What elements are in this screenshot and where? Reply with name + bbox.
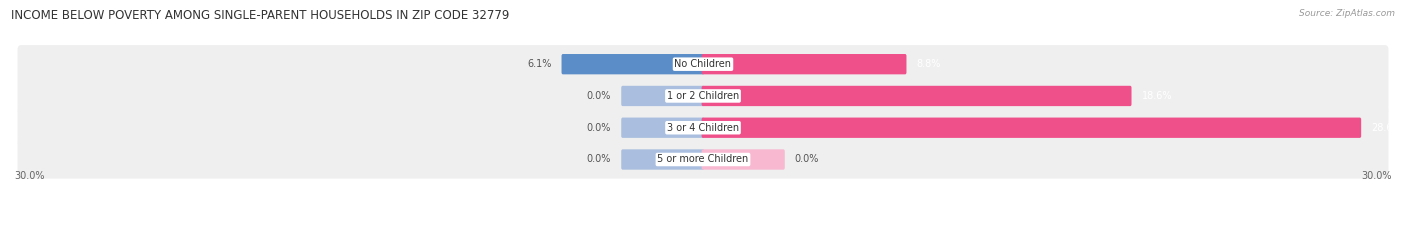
FancyBboxPatch shape xyxy=(17,140,1389,178)
FancyBboxPatch shape xyxy=(17,45,1389,83)
Text: 18.6%: 18.6% xyxy=(1142,91,1173,101)
Text: 3 or 4 Children: 3 or 4 Children xyxy=(666,123,740,133)
Text: No Children: No Children xyxy=(675,59,731,69)
FancyBboxPatch shape xyxy=(17,77,1389,115)
Text: 30.0%: 30.0% xyxy=(1361,171,1392,181)
Text: 28.6%: 28.6% xyxy=(1371,123,1402,133)
FancyBboxPatch shape xyxy=(621,86,704,106)
Text: 30.0%: 30.0% xyxy=(14,171,45,181)
Text: 6.1%: 6.1% xyxy=(527,59,551,69)
Text: Source: ZipAtlas.com: Source: ZipAtlas.com xyxy=(1299,9,1395,18)
FancyBboxPatch shape xyxy=(702,149,785,170)
Text: 0.0%: 0.0% xyxy=(586,123,612,133)
Text: 1 or 2 Children: 1 or 2 Children xyxy=(666,91,740,101)
Text: 0.0%: 0.0% xyxy=(794,154,820,164)
Text: 5 or more Children: 5 or more Children xyxy=(658,154,748,164)
FancyBboxPatch shape xyxy=(702,118,1361,138)
FancyBboxPatch shape xyxy=(702,54,907,74)
FancyBboxPatch shape xyxy=(702,86,1132,106)
Text: 0.0%: 0.0% xyxy=(586,154,612,164)
FancyBboxPatch shape xyxy=(17,109,1389,147)
Text: 8.8%: 8.8% xyxy=(917,59,941,69)
FancyBboxPatch shape xyxy=(621,149,704,170)
FancyBboxPatch shape xyxy=(621,118,704,138)
Text: INCOME BELOW POVERTY AMONG SINGLE-PARENT HOUSEHOLDS IN ZIP CODE 32779: INCOME BELOW POVERTY AMONG SINGLE-PARENT… xyxy=(11,9,509,22)
Text: 0.0%: 0.0% xyxy=(586,91,612,101)
FancyBboxPatch shape xyxy=(561,54,704,74)
